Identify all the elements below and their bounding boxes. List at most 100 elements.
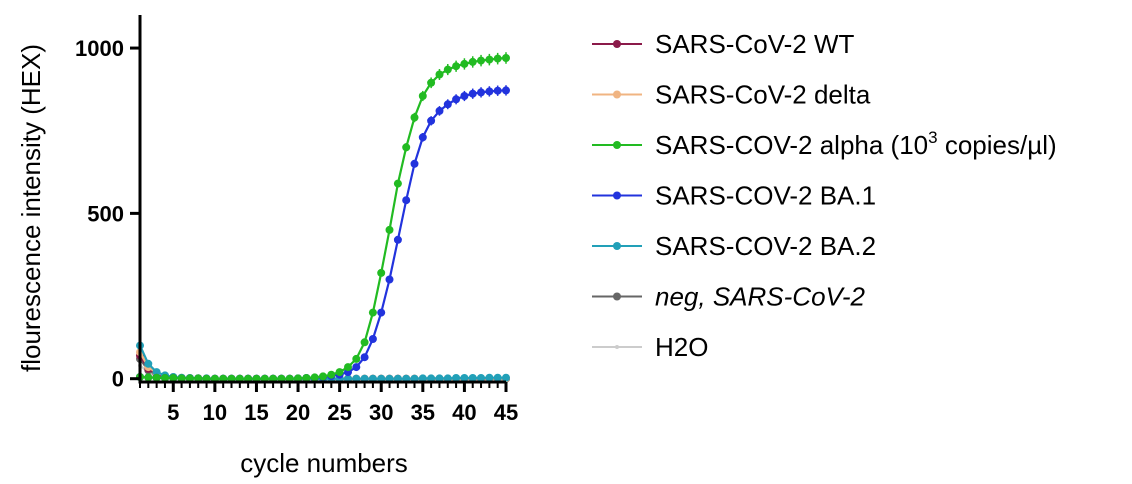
data-point	[352, 363, 361, 372]
data-point	[410, 113, 419, 122]
legend-label-text: SARS-CoV-2 delta	[655, 80, 871, 110]
x-tick-label: 5	[167, 400, 179, 425]
data-point	[418, 374, 427, 383]
data-point	[452, 62, 461, 71]
legend-swatch-marker	[613, 40, 621, 48]
legend-label-suffix: copies/µl)	[938, 130, 1057, 160]
data-point	[477, 56, 485, 65]
legend: SARS-CoV-2 WT SARS-CoV-2 delta SARS-COV-2 …	[592, 29, 1057, 362]
data-point	[152, 368, 161, 377]
y-tick-label: 500	[87, 201, 124, 226]
legend-item: SARS-COV-2 BA.1	[592, 181, 876, 211]
data-point	[294, 374, 302, 383]
data-point	[468, 374, 477, 382]
data-point	[385, 275, 394, 284]
data-point	[502, 86, 510, 95]
data-point	[427, 78, 436, 87]
data-point	[477, 88, 485, 97]
data-point	[435, 70, 444, 79]
data-point	[452, 95, 461, 104]
legend-label: SARS-COV-2 alpha (103 copies/µl)	[655, 128, 1057, 160]
data-point	[185, 374, 194, 383]
legend-item: SARS-COV-2 alpha (103 copies/µl)	[592, 128, 1057, 160]
data-point	[452, 374, 461, 382]
data-point	[460, 92, 469, 100]
data-point	[161, 374, 169, 382]
data-point	[377, 308, 386, 317]
data-point	[493, 86, 502, 95]
data-point	[352, 354, 361, 363]
plot-area: 0 500 1000 5 10 15 20 25 30 35 40 45	[75, 15, 518, 425]
data-point	[443, 65, 452, 74]
data-point	[427, 116, 436, 125]
x-tick-label: 25	[327, 400, 351, 425]
data-point	[393, 179, 402, 188]
data-point	[402, 196, 411, 205]
data-point	[435, 106, 444, 115]
data-point	[502, 373, 510, 382]
data-point	[335, 368, 344, 377]
data-point	[493, 373, 502, 382]
data-point	[194, 374, 203, 383]
legend-item: H2O	[592, 332, 708, 362]
data-point	[344, 363, 352, 372]
legend-label-text: H2O	[655, 332, 708, 362]
legend-label: SARS-COV-2 BA.1	[655, 181, 876, 211]
legend-swatch-marker	[613, 242, 621, 250]
x-tick-label: 35	[411, 400, 435, 425]
legend-label: SARS-CoV-2 delta	[655, 80, 871, 110]
data-point	[477, 374, 485, 382]
data-point	[177, 374, 186, 383]
legend-swatch-marker	[613, 191, 621, 200]
data-point	[144, 373, 153, 382]
data-point	[468, 89, 477, 98]
data-point	[502, 54, 510, 62]
legend-label: SARS-CoV-2 WT	[655, 29, 854, 59]
data-point	[485, 55, 494, 64]
data-point	[443, 100, 452, 109]
legend-item: SARS-CoV-2 WT	[592, 29, 854, 59]
data-point	[485, 87, 494, 96]
data-point	[460, 59, 469, 68]
legend-swatch-marker	[613, 141, 621, 149]
data-point	[427, 374, 436, 383]
x-tick-label: 20	[286, 400, 310, 425]
data-point	[310, 373, 319, 382]
series-3	[136, 85, 510, 383]
data-point	[402, 143, 411, 152]
data-point	[169, 374, 178, 382]
legend-label-text: SARS-COV-2 BA.2	[655, 231, 876, 261]
data-point	[327, 370, 336, 379]
legend-item: SARS-CoV-2 delta	[592, 80, 871, 110]
data-point	[360, 353, 369, 362]
data-point	[302, 374, 311, 382]
legend-label: H2O	[655, 332, 708, 362]
legend-swatch-marker	[613, 292, 621, 301]
legend-swatch-marker	[615, 345, 619, 349]
data-point	[385, 225, 394, 234]
data-point	[319, 372, 327, 381]
data-point	[152, 373, 161, 382]
data-point	[144, 359, 153, 368]
data-point	[418, 133, 427, 142]
series-layer	[136, 52, 510, 383]
legend-label-text: neg, SARS-CoV-2	[655, 282, 866, 312]
legend-item: SARS-COV-2 BA.2	[592, 231, 876, 261]
y-tick-label: 0	[112, 367, 124, 392]
x-tick-label: 40	[452, 400, 476, 425]
data-point	[460, 374, 469, 382]
x-tick-label: 10	[203, 400, 227, 425]
data-point	[493, 54, 502, 63]
legend-label-text: SARS-CoV-2 WT	[655, 29, 854, 59]
series-2	[136, 52, 510, 383]
legend-label: neg, SARS-CoV-2	[655, 282, 866, 312]
x-tick-label: 45	[494, 400, 518, 425]
legend-label-superscript: 3	[928, 128, 937, 147]
data-point	[377, 268, 386, 277]
data-point	[368, 335, 377, 343]
legend-swatch-marker	[613, 90, 621, 99]
legend-item: neg, SARS-CoV-2	[592, 282, 866, 312]
legend-label-text: SARS-COV-2 alpha (10	[655, 130, 928, 160]
x-axis-title: cycle numbers	[240, 448, 408, 478]
